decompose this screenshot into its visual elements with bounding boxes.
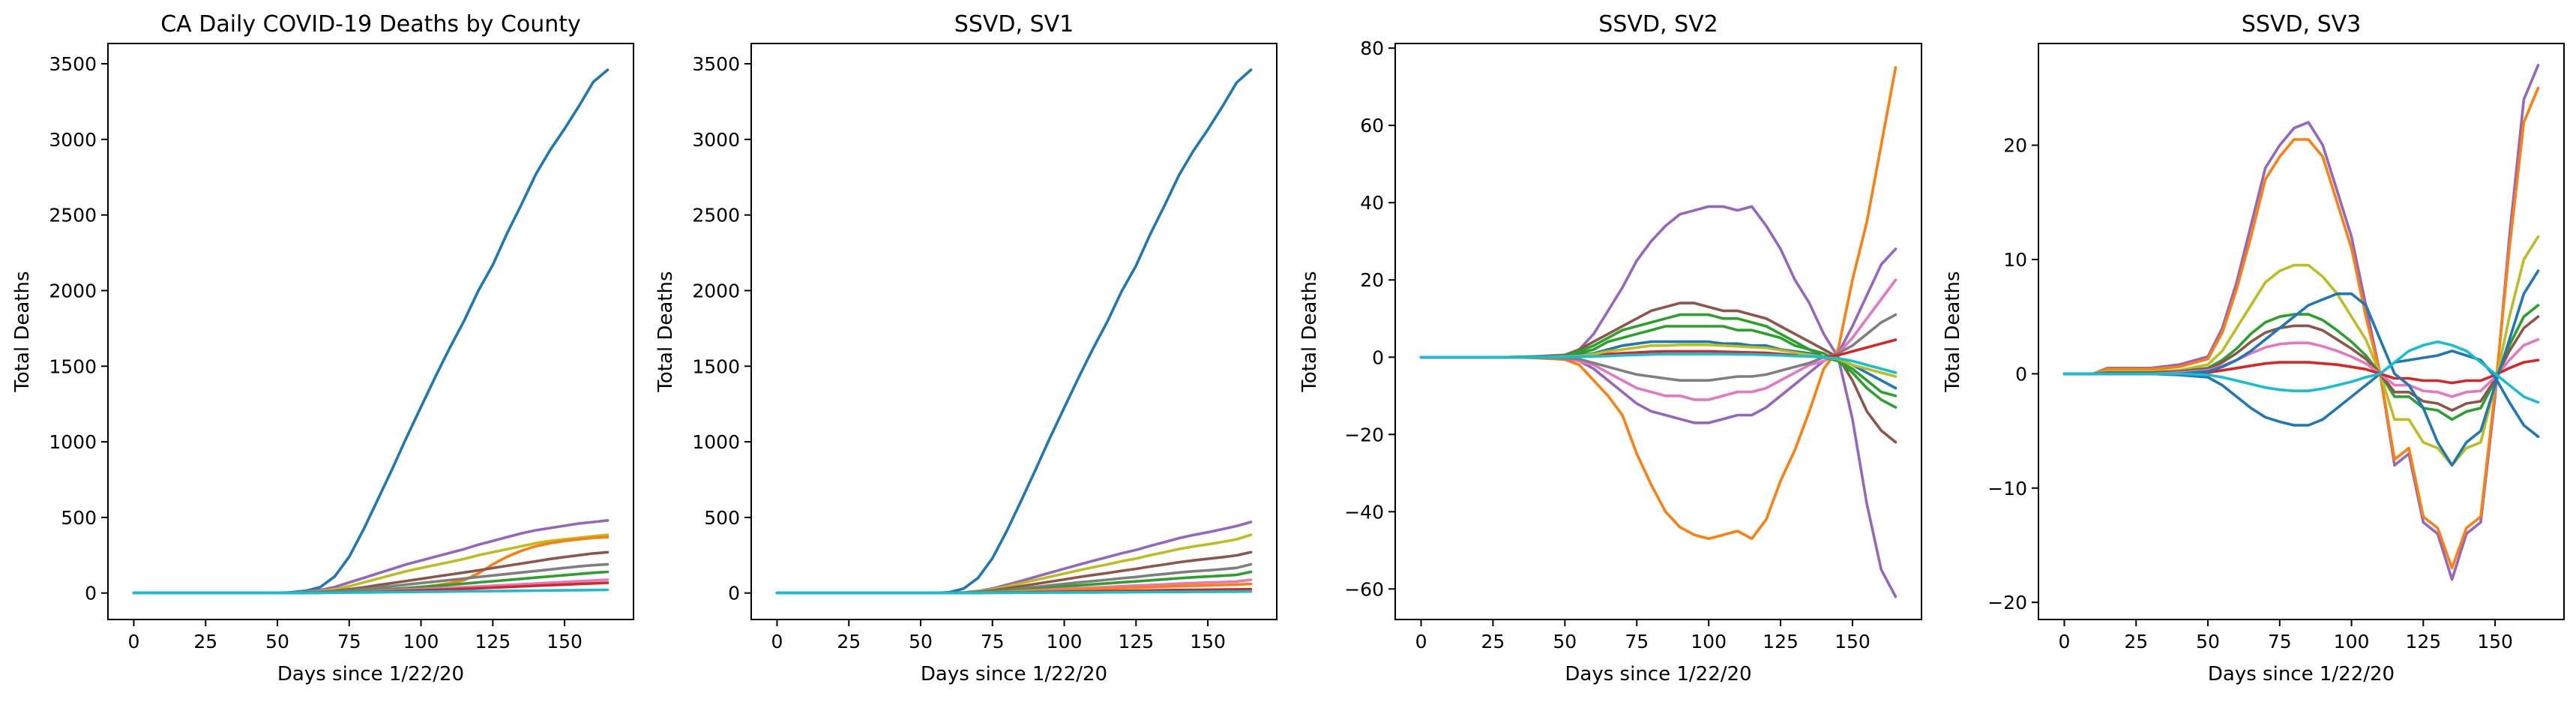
y-tick-label: −10 [1987, 478, 2027, 500]
y-tick-label: 0 [1372, 346, 1384, 368]
x-tick-label: 75 [2268, 631, 2292, 652]
y-tick-label: 500 [704, 507, 740, 529]
y-tick-label: 80 [1360, 38, 1384, 59]
y-tick-label: 40 [1360, 192, 1384, 214]
x-axis-label: Days since 1/22/20 [921, 663, 1107, 686]
x-tick-label: 25 [837, 631, 861, 652]
panel-ssvd-sv2: SSVD, SV2 0 25 50 75 100 125 150 −60 −40 −20 0 20 40… [1298, 11, 1922, 686]
ticks-layer: 0 25 50 75 100 125 150 −20 −10 0 10 20 [1987, 135, 2513, 652]
y-tick-label: 1500 [49, 356, 97, 377]
plot-frame [750, 43, 1278, 620]
x-tick-label: 0 [1415, 631, 1427, 652]
y-axis-label: Total Deaths [1942, 271, 1964, 392]
series-layer [2062, 64, 2540, 581]
y-tick-label: 3000 [692, 129, 740, 151]
x-tick-label: 150 [1835, 631, 1871, 652]
series-layer [132, 68, 610, 595]
x-axis-label: Days since 1/22/20 [277, 663, 464, 686]
y-tick-label: 1500 [692, 356, 740, 377]
x-tick-label: 150 [2477, 631, 2513, 652]
y-tick-label: 0 [728, 583, 740, 604]
x-tick-label: 25 [193, 631, 217, 652]
x-axis-label: Days since 1/22/20 [2208, 663, 2395, 686]
series-line-9 [775, 590, 1253, 595]
x-tick-label: 75 [1625, 631, 1649, 652]
x-tick-label: 100 [1047, 631, 1083, 652]
x-axis-label: Days since 1/22/20 [1565, 663, 1751, 686]
y-axis-label: Total Deaths [654, 271, 677, 392]
x-tick-label: 150 [547, 631, 583, 652]
panel-ca-daily-deaths: CA Daily COVID-19 Deaths by County 0 25 50… [11, 11, 634, 686]
y-tick-label: 20 [2003, 135, 2027, 157]
y-tick-label: 3000 [49, 129, 97, 151]
x-tick-label: 125 [1118, 631, 1154, 652]
y-axis-label: Total Deaths [11, 271, 34, 392]
panel-title: SSVD, SV1 [954, 11, 1074, 38]
x-tick-label: 0 [771, 631, 783, 652]
y-tick-label: 2000 [49, 280, 97, 302]
x-tick-label: 0 [2059, 631, 2071, 652]
y-tick-label: −40 [1344, 501, 1384, 523]
series-line-9 [132, 588, 610, 595]
series-line-0 [2062, 64, 2540, 581]
x-tick-label: 50 [1553, 631, 1577, 652]
y-tick-label: 2500 [692, 205, 740, 226]
x-tick-label: 150 [1190, 631, 1226, 652]
x-tick-label: 25 [2124, 631, 2148, 652]
y-tick-label: 1000 [49, 431, 97, 453]
x-tick-label: 0 [128, 631, 140, 652]
plot-frame [2038, 43, 2565, 620]
ticks-layer: 0 25 50 75 100 125 150050010001500200025003000… [692, 53, 1226, 652]
panel-ssvd-sv1: SSVD, SV1 0 25 50 75 100 125 15005001000150020… [654, 11, 1278, 686]
panel-ssvd-sv3: SSVD, SV3 0 25 50 75 100 125 150 −20 −10 0 10 20 Da… [1942, 11, 2565, 686]
y-tick-label: 3500 [692, 53, 740, 75]
y-tick-label: −60 [1344, 578, 1384, 600]
y-tick-label: 2000 [692, 280, 740, 302]
panel-title: CA Daily COVID-19 Deaths by County [160, 11, 581, 38]
x-tick-label: 75 [981, 631, 1005, 652]
x-tick-label: 100 [1691, 631, 1727, 652]
ticks-layer: 0 25 50 75 100 125 150 −60 −40 −20 0 20 40 60 80 [1344, 38, 1871, 652]
plot-frame [107, 43, 634, 620]
x-tick-label: 100 [403, 631, 439, 652]
series-layer [1419, 66, 1898, 598]
x-tick-label: 50 [265, 631, 289, 652]
series-line-9 [2062, 340, 2540, 404]
y-tick-label: 0 [85, 583, 97, 604]
plot-frame [1394, 43, 1922, 620]
panel-title: SSVD, SV2 [1598, 11, 1718, 38]
panel-title: SSVD, SV3 [2242, 11, 2361, 38]
y-tick-label: −20 [1987, 592, 2027, 614]
y-tick-label: −20 [1344, 424, 1384, 446]
y-tick-label: 1000 [692, 431, 740, 453]
x-tick-label: 125 [475, 631, 511, 652]
x-tick-label: 50 [2196, 631, 2220, 652]
series-line-1 [2062, 86, 2540, 570]
y-tick-label: 20 [1360, 269, 1384, 291]
series-layer [775, 68, 1253, 595]
y-tick-label: 2500 [49, 205, 97, 226]
y-tick-label: 10 [2003, 249, 2027, 271]
x-tick-label: 125 [1763, 631, 1799, 652]
series-line-11 [1419, 352, 1898, 374]
x-tick-label: 25 [1481, 631, 1505, 652]
y-axis-label: Total Deaths [1298, 271, 1321, 392]
x-tick-label: 125 [2405, 631, 2441, 652]
y-tick-label: 0 [2015, 363, 2027, 385]
x-tick-label: 100 [2334, 631, 2370, 652]
y-tick-label: 60 [1360, 115, 1384, 136]
x-tick-label: 75 [337, 631, 361, 652]
ticks-layer: 0 25 50 75 100 125 150050010001500200025003000… [49, 53, 583, 652]
x-tick-label: 50 [909, 631, 933, 652]
y-tick-label: 3500 [49, 53, 97, 75]
y-tick-label: 500 [61, 507, 97, 529]
